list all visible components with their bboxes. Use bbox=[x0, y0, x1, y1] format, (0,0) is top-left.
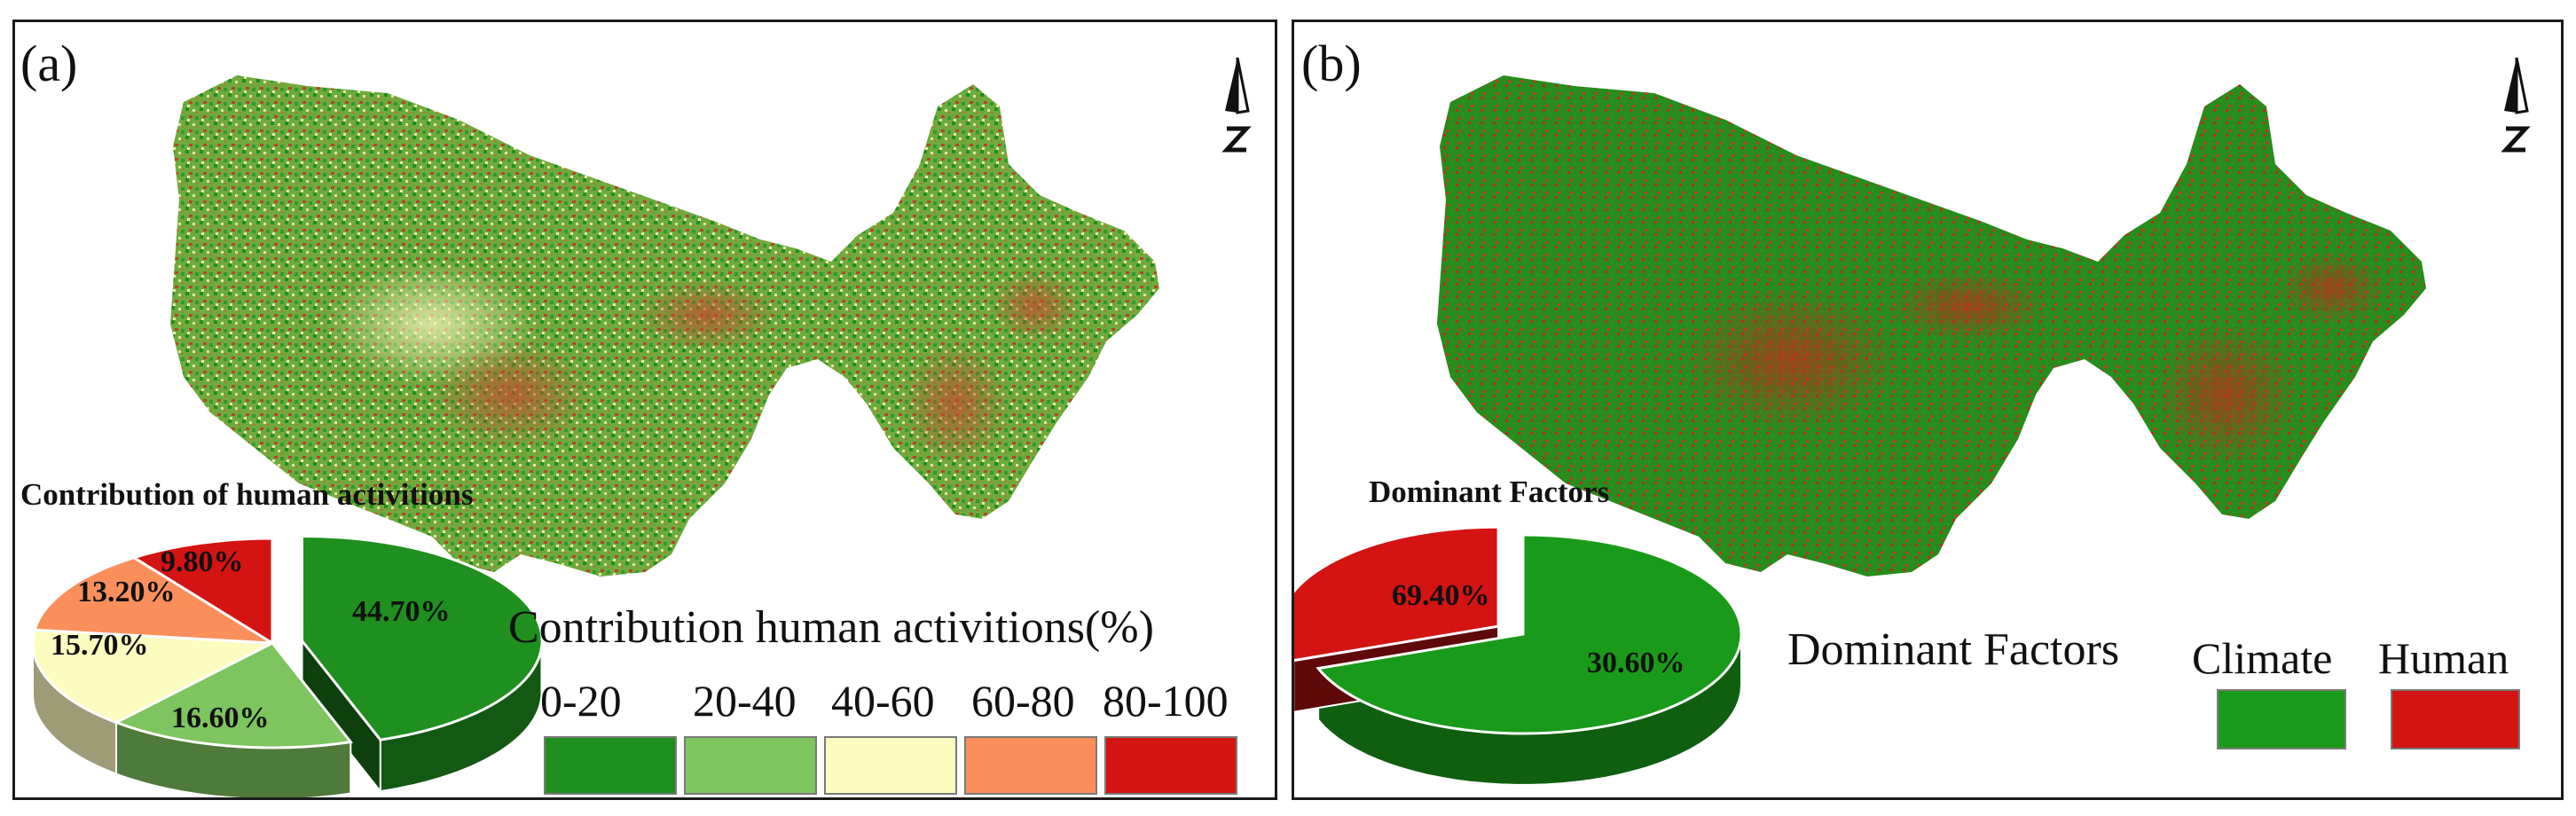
pie-slice-label: 69.40% bbox=[1392, 579, 1490, 612]
legend-swatch bbox=[2391, 689, 2520, 749]
pie-slice-label: 9.80% bbox=[161, 545, 244, 578]
legend-class-label: 80-100 bbox=[1103, 676, 1229, 726]
legend-swatch bbox=[684, 736, 817, 795]
panel-b: (b) Dominant Factors Dominant Factors Cl… bbox=[1292, 20, 2564, 800]
panel-a: (a) Contribution of human activitions Co… bbox=[12, 20, 1277, 800]
legend-class-label: 60-80 bbox=[971, 676, 1075, 726]
panel-a-canvas bbox=[31, 57, 1252, 797]
pie-slice-label: 30.60% bbox=[1587, 647, 1685, 679]
pie-slice-top bbox=[300, 534, 544, 741]
pie-slice-top bbox=[130, 537, 274, 646]
pie-slice-top bbox=[31, 628, 278, 725]
legend-class-label: 40-60 bbox=[831, 676, 935, 726]
pie-chart-human-contribution bbox=[31, 534, 544, 797]
legend-title: Dominant Factors bbox=[1787, 624, 2120, 675]
panel-label: (a) bbox=[20, 35, 78, 92]
legend-class-label: 0-20 bbox=[540, 676, 622, 726]
pie-slice-top bbox=[1315, 533, 1743, 735]
legend-class-label: 20-40 bbox=[693, 676, 797, 726]
pie-slice-top bbox=[33, 556, 273, 645]
legend-swatch bbox=[824, 736, 957, 795]
legend-title: Contribution human activitions(%) bbox=[508, 602, 1154, 653]
pie-title: Dominant Factors bbox=[1369, 475, 1610, 509]
legend-class-label: Climate bbox=[2192, 633, 2333, 683]
pie-chart-dominant-factors bbox=[1294, 525, 1743, 786]
panel-label: (b) bbox=[1301, 35, 1362, 92]
legend-swatch bbox=[1104, 736, 1237, 795]
pie-slice-label: 16.60% bbox=[171, 702, 270, 734]
pie-slice-label: 15.70% bbox=[51, 629, 149, 662]
legend-swatch bbox=[2217, 689, 2346, 749]
pie-slice-label: 13.20% bbox=[77, 576, 176, 608]
north-arrow-icon bbox=[2501, 57, 2531, 153]
legend-swatch bbox=[964, 736, 1097, 795]
pie-slice-top bbox=[1294, 525, 1500, 663]
legend-class-label: Human bbox=[2378, 633, 2509, 683]
pie-slice-label: 44.70% bbox=[352, 595, 451, 628]
north-arrow-icon bbox=[1221, 57, 1252, 153]
pie-title: Contribution of human activitions bbox=[20, 477, 474, 512]
study-region-map bbox=[1437, 75, 2426, 577]
legend-swatch bbox=[544, 736, 677, 795]
panel-b-canvas bbox=[1294, 57, 2531, 786]
study-region-map bbox=[170, 75, 1159, 577]
pie-slice-top bbox=[113, 641, 354, 749]
